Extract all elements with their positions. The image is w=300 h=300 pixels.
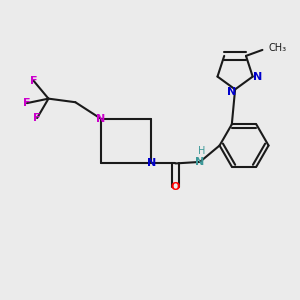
Text: F: F — [30, 76, 37, 86]
Text: F: F — [33, 113, 41, 123]
Text: F: F — [23, 98, 31, 108]
Text: O: O — [171, 182, 180, 192]
Text: N: N — [227, 87, 236, 98]
Text: N: N — [96, 114, 105, 124]
Text: N: N — [195, 157, 205, 167]
Text: N: N — [254, 72, 263, 82]
Text: H: H — [198, 146, 205, 156]
Text: CH₃: CH₃ — [269, 44, 287, 53]
Text: N: N — [147, 158, 156, 168]
